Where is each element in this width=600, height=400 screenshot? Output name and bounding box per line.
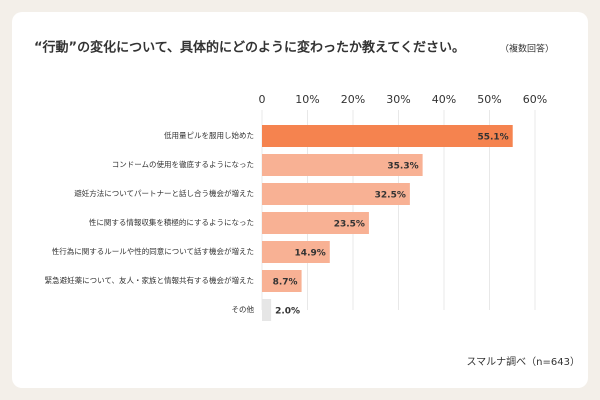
category-label: コンドームの使用を徹底するようになった: [112, 159, 254, 169]
x-tick-label: 0: [259, 93, 266, 106]
chart-subtitle: （複数回答）: [500, 43, 554, 55]
value-label: 55.1%: [477, 133, 508, 143]
category-label: 低用量ピルを服用し始めた: [164, 130, 254, 140]
value-label: 32.5%: [375, 191, 406, 201]
bar: [262, 183, 410, 205]
x-tick-label: 20%: [341, 93, 365, 106]
bar: [262, 270, 302, 292]
value-label: 23.5%: [334, 220, 365, 230]
bar: [262, 125, 513, 147]
chart-title: “行動”の変化について、具体的にどのように変わったか教えてください。: [34, 40, 465, 56]
bar: [262, 299, 272, 321]
value-label: 8.7%: [273, 278, 298, 288]
bar: [262, 154, 423, 176]
bar: [262, 212, 369, 234]
source-note: スマルナ調べ（n=643）: [466, 355, 580, 368]
category-label: 性に関する情報収集を積極的にするようになった: [89, 217, 254, 227]
value-label: 35.3%: [387, 162, 418, 172]
x-tick-label: 30%: [386, 93, 410, 106]
value-label: 14.9%: [295, 249, 326, 259]
category-label: 緊急避妊薬について、友人・家族と情報共有する機会が増えた: [45, 275, 254, 285]
category-label: その他: [232, 304, 255, 314]
bar: [262, 241, 330, 263]
value-label: 2.0%: [275, 307, 300, 317]
x-tick-label: 60%: [523, 93, 547, 106]
category-label: 性行為に関するルールや性的同意について話す機会が増えた: [52, 246, 254, 256]
x-tick-label: 40%: [432, 93, 456, 106]
x-tick-label: 50%: [477, 93, 501, 106]
x-tick-label: 10%: [295, 93, 319, 106]
category-label: 避妊方法についてパートナーと話し合う機会が増えた: [74, 188, 254, 198]
